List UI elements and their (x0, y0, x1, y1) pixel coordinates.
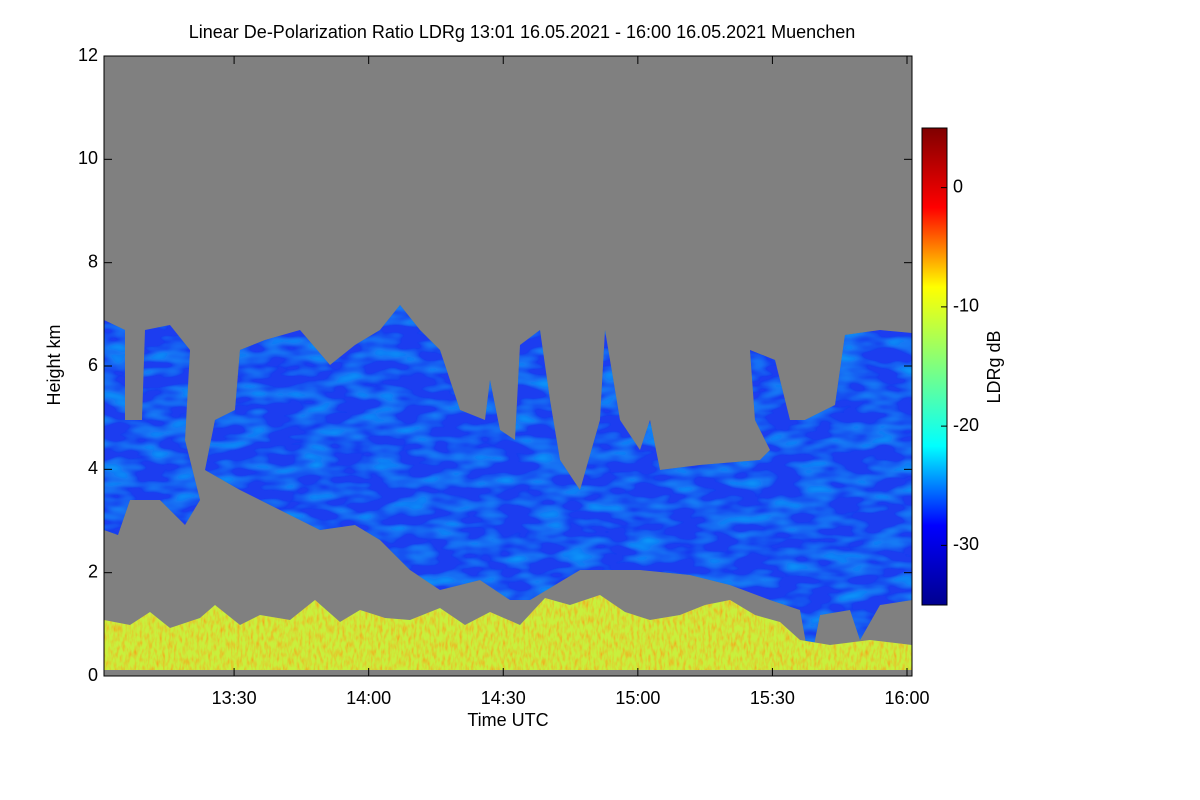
cloud-field (104, 305, 912, 670)
colorbar-tick-label: -10 (953, 296, 979, 316)
x-tick-label: 13:30 (212, 688, 257, 708)
colorbar-tick-label: -30 (953, 534, 979, 554)
y-tick-label: 6 (88, 355, 98, 375)
x-tick-label: 16:00 (884, 688, 929, 708)
x-tick-label: 15:30 (750, 688, 795, 708)
aerosol-region (104, 595, 912, 670)
y-tick-label: 4 (88, 458, 98, 478)
y-tick-label: 12 (78, 45, 98, 65)
x-tick-label: 14:00 (346, 688, 391, 708)
y-tick-label: 0 (88, 665, 98, 685)
x-tick-label: 14:30 (481, 688, 526, 708)
colorbar (921, 127, 948, 606)
y-tick-label: 8 (88, 251, 98, 271)
colorbar-tick-label: -20 (953, 415, 979, 435)
x-tick-label: 15:00 (615, 688, 660, 708)
y-tick-label: 2 (88, 561, 98, 581)
cloud-region (205, 305, 912, 665)
y-axis-label: Height km (44, 324, 64, 405)
chart-title: Linear De-Polarization Ratio LDRg 13:01 … (189, 22, 855, 42)
colorbar-label: LDRg dB (984, 330, 1004, 403)
colorbar-tick-label: 0 (953, 176, 963, 196)
cloud-region (104, 320, 200, 535)
x-axis-label: Time UTC (467, 710, 548, 730)
y-tick-label: 10 (78, 148, 98, 168)
